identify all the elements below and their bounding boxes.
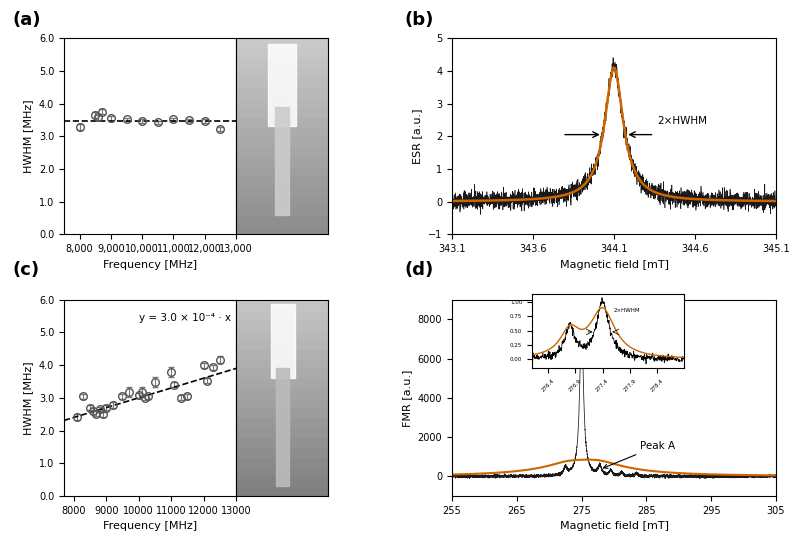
Bar	[236, 359, 328, 368]
Text: (b): (b)	[404, 10, 434, 28]
Bar	[271, 304, 295, 378]
Bar	[236, 205, 328, 215]
Bar	[236, 175, 328, 185]
Bar	[274, 107, 290, 215]
Bar	[268, 44, 296, 126]
Y-axis label: ESR [a.u.]: ESR [a.u.]	[413, 108, 422, 164]
Bar	[236, 146, 328, 156]
Bar	[236, 467, 328, 476]
Text: (d): (d)	[404, 261, 434, 279]
Bar	[236, 398, 328, 408]
Bar	[236, 87, 328, 97]
Bar	[236, 185, 328, 195]
Bar	[236, 427, 328, 437]
Bar	[236, 136, 328, 146]
Bar	[236, 77, 328, 87]
Text: Peak A: Peak A	[603, 441, 675, 468]
Bar	[236, 117, 328, 126]
Bar	[236, 486, 328, 496]
Bar	[236, 300, 328, 310]
Bar	[236, 38, 328, 48]
Y-axis label: HWHM [MHz]: HWHM [MHz]	[23, 361, 34, 435]
Y-axis label: HWHM [MHz]: HWHM [MHz]	[23, 99, 34, 173]
Bar	[236, 437, 328, 447]
Bar	[236, 408, 328, 417]
Bar	[236, 329, 328, 339]
Bar	[236, 310, 328, 319]
Bar	[236, 368, 328, 378]
Bar	[236, 215, 328, 225]
Bar	[236, 349, 328, 359]
Text: (a): (a)	[12, 10, 41, 28]
Bar	[236, 417, 328, 427]
Bar	[236, 388, 328, 398]
Bar	[236, 195, 328, 205]
Bar	[236, 156, 328, 166]
Bar	[236, 97, 328, 107]
Bar	[236, 166, 328, 175]
Bar	[236, 58, 328, 68]
X-axis label: Magnetic field [mT]: Magnetic field [mT]	[559, 521, 669, 531]
Text: (c): (c)	[12, 261, 39, 279]
Bar	[236, 68, 328, 77]
Bar	[236, 126, 328, 136]
Bar	[236, 476, 328, 486]
Bar	[236, 225, 328, 234]
Bar	[236, 339, 328, 349]
X-axis label: Magnetic field [mT]: Magnetic field [mT]	[559, 259, 669, 270]
Bar	[275, 368, 290, 486]
Bar	[236, 457, 328, 467]
X-axis label: Frequency [MHz]: Frequency [MHz]	[103, 259, 197, 270]
Bar	[236, 48, 328, 58]
Text: 2×HWHM: 2×HWHM	[614, 308, 640, 313]
Bar	[236, 319, 328, 329]
X-axis label: Frequency [MHz]: Frequency [MHz]	[103, 521, 197, 531]
Bar	[236, 447, 328, 457]
Y-axis label: FMR [a.u.]: FMR [a.u.]	[402, 369, 412, 427]
Bar	[236, 378, 328, 388]
Text: y = 3.0 × 10⁻⁴ · x: y = 3.0 × 10⁻⁴ · x	[139, 313, 231, 324]
Text: 2×HWHM: 2×HWHM	[658, 117, 708, 126]
Bar	[236, 107, 328, 117]
